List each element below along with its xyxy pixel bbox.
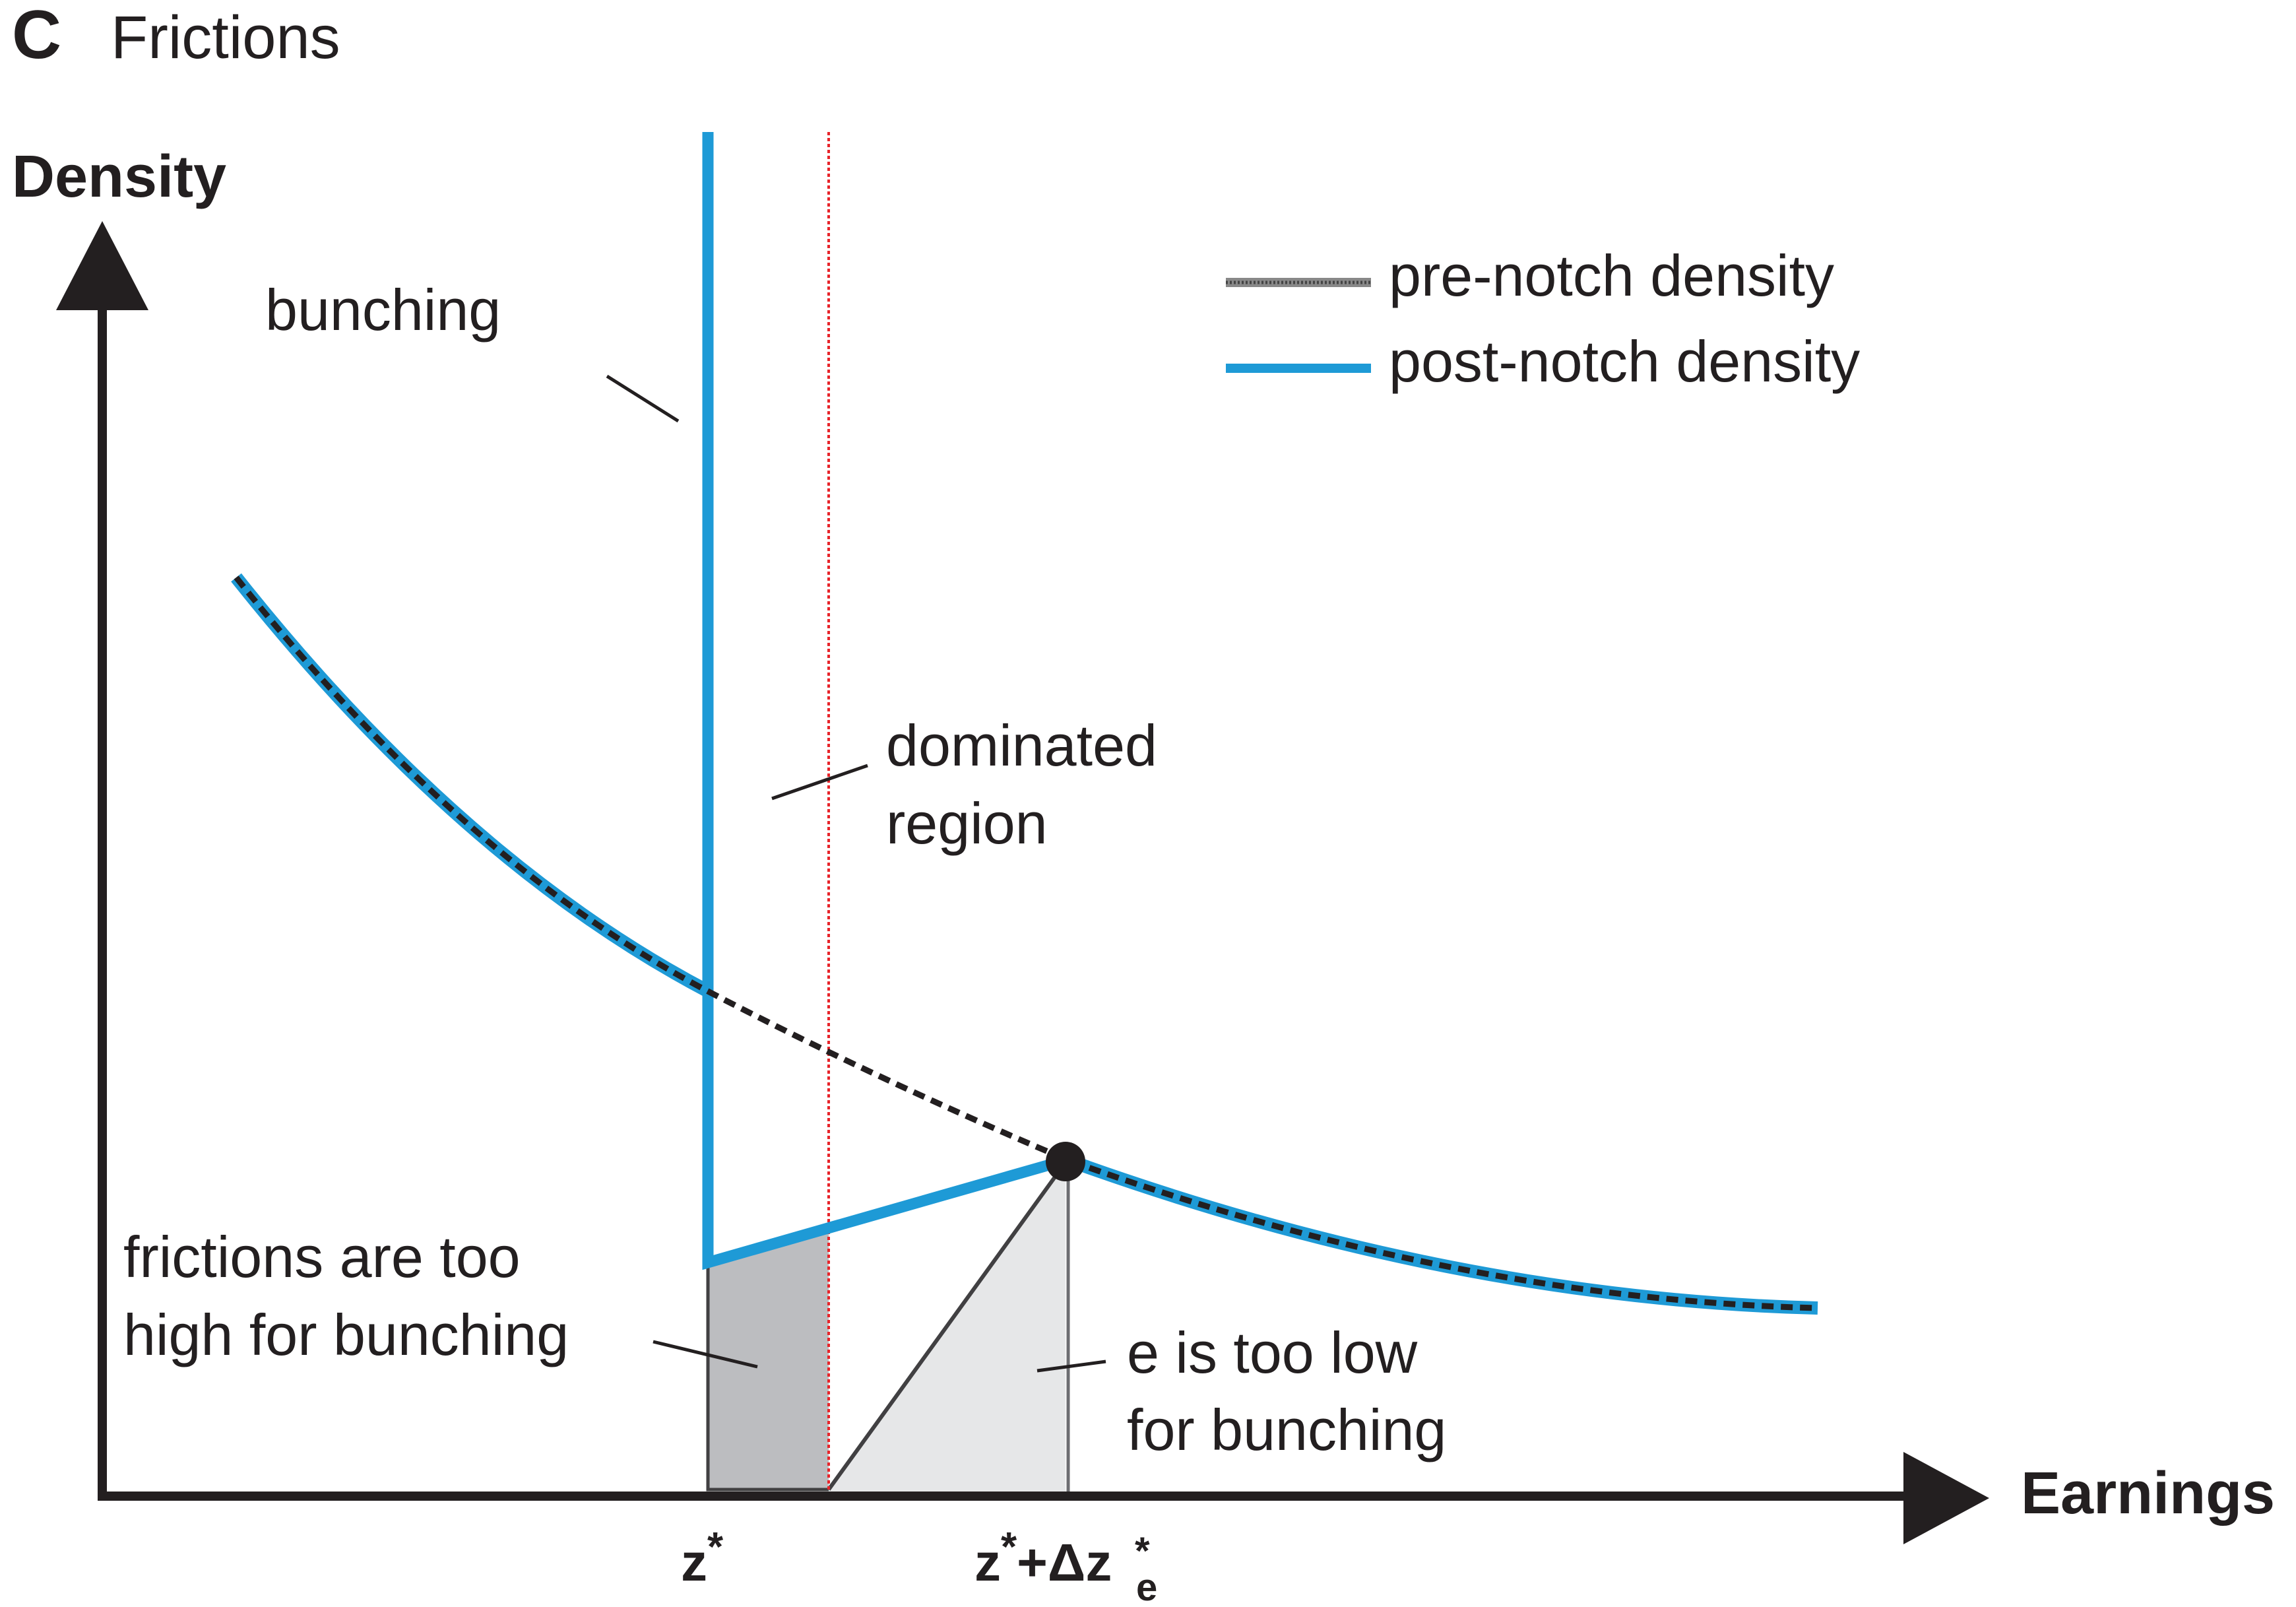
frictions-label-line1: frictions are too [123, 1224, 521, 1290]
zdz-dz-sub: e [1136, 1566, 1157, 1607]
elow-leader-line [1036, 1360, 1106, 1373]
zstar-plus-dz-tick-label: z*+Δz * e [974, 1525, 1157, 1607]
frictions-region-outline [706, 1263, 829, 1492]
legend: pre-notch density post-notch density [1226, 243, 1860, 394]
zstar-sup: * [707, 1525, 724, 1570]
panel-letter: C [12, 0, 61, 73]
x-axis-arrow [1903, 1452, 1989, 1544]
dominated-leader-line [771, 764, 868, 801]
y-axis-label: Density [12, 144, 226, 210]
post-notch-density-right [1066, 1154, 1818, 1315]
zdz-dz-sup: * [1135, 1530, 1150, 1573]
marginal-buncher-dot [1046, 1142, 1085, 1181]
zstar-base: z [681, 1533, 707, 1592]
zdz-plus-delta: +Δz [1017, 1533, 1112, 1592]
frictions-label-line2: high for bunching [123, 1302, 569, 1367]
bunching-leader-line [606, 374, 680, 423]
pre-notch-density-curve [234, 575, 1818, 1311]
elow-label-line2: for bunching [1127, 1397, 1446, 1462]
legend-post-notch-label: post-notch density [1389, 329, 1860, 394]
dominated-region-label-line1: dominated [886, 713, 1157, 778]
elow-label-line1: e is too low [1127, 1320, 1418, 1385]
zdz-sup: * [1001, 1525, 1017, 1570]
y-axis-arrow [56, 221, 148, 310]
dominated-region-label-line2: region [886, 791, 1048, 856]
e-low-region-diagonal [827, 1163, 1066, 1491]
x-axis-label: Earnings [2021, 1460, 2275, 1526]
frictions-too-high-region [708, 1162, 1062, 1490]
post-notch-density-notch [702, 132, 1068, 1270]
zdz-base: z [974, 1533, 1001, 1592]
panel-title: Frictions [111, 4, 340, 71]
zstar-tick-label: z* [681, 1525, 724, 1592]
bunching-label: bunching [265, 277, 501, 343]
frictions-leader-line [653, 1340, 758, 1369]
legend-pre-notch-label: pre-notch density [1389, 243, 1834, 308]
post-notch-density-left [231, 573, 711, 997]
